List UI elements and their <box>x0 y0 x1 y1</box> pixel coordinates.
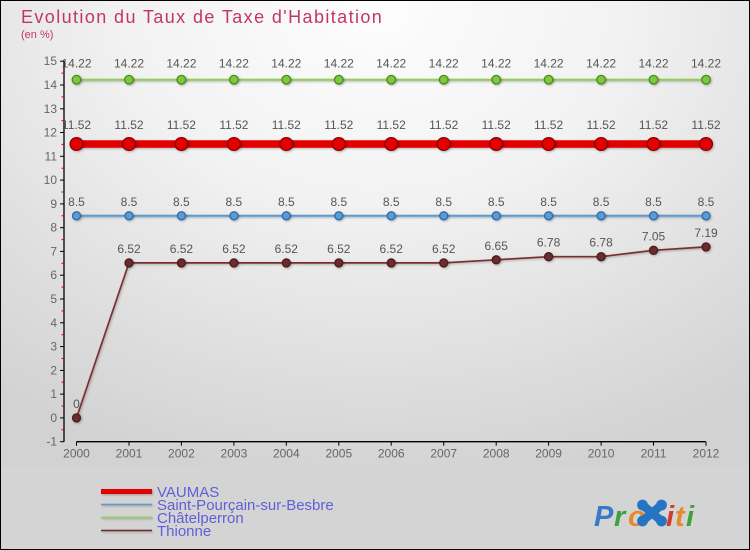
svg-text:6: 6 <box>50 268 57 282</box>
svg-text:6.52: 6.52 <box>327 242 351 256</box>
svg-text:14.22: 14.22 <box>166 57 196 71</box>
svg-text:14: 14 <box>44 78 58 92</box>
svg-text:14.22: 14.22 <box>481 57 511 71</box>
svg-text:2004: 2004 <box>273 447 300 461</box>
svg-text:2001: 2001 <box>116 447 143 461</box>
svg-text:8.5: 8.5 <box>383 195 400 209</box>
svg-text:6.52: 6.52 <box>170 242 194 256</box>
svg-text:8.5: 8.5 <box>645 195 662 209</box>
svg-text:7: 7 <box>50 244 57 258</box>
svg-text:11.52: 11.52 <box>482 118 511 132</box>
svg-text:2000: 2000 <box>63 447 90 461</box>
svg-text:6.65: 6.65 <box>485 239 509 253</box>
svg-text:1: 1 <box>50 387 57 401</box>
svg-text:6.78: 6.78 <box>589 236 613 250</box>
svg-text:2005: 2005 <box>325 447 352 461</box>
svg-text:2008: 2008 <box>483 447 510 461</box>
svg-text:8.5: 8.5 <box>68 195 85 209</box>
svg-text:11.52: 11.52 <box>534 118 563 132</box>
svg-text:2010: 2010 <box>588 447 615 461</box>
svg-text:9: 9 <box>50 197 57 211</box>
svg-text:14.22: 14.22 <box>324 57 354 71</box>
svg-text:11.52: 11.52 <box>587 118 616 132</box>
svg-text:8.5: 8.5 <box>330 195 347 209</box>
svg-text:8.5: 8.5 <box>435 195 452 209</box>
svg-text:8.5: 8.5 <box>226 195 243 209</box>
svg-text:0: 0 <box>50 411 57 425</box>
svg-text:8.5: 8.5 <box>121 195 138 209</box>
svg-text:8.5: 8.5 <box>698 195 715 209</box>
svg-text:11.52: 11.52 <box>114 118 143 132</box>
svg-text:14.22: 14.22 <box>376 57 406 71</box>
svg-text:2003: 2003 <box>221 447 248 461</box>
svg-text:13: 13 <box>44 102 58 116</box>
svg-text:7.19: 7.19 <box>694 226 718 240</box>
svg-text:2011: 2011 <box>641 447 667 461</box>
svg-text:11.52: 11.52 <box>324 118 353 132</box>
svg-text:2002: 2002 <box>168 447 195 461</box>
svg-text:11.52: 11.52 <box>377 118 406 132</box>
svg-text:6.52: 6.52 <box>275 242 299 256</box>
svg-text:11.52: 11.52 <box>691 118 720 132</box>
svg-text:8.5: 8.5 <box>488 195 505 209</box>
svg-text:6.78: 6.78 <box>537 236 561 250</box>
svg-text:11.52: 11.52 <box>429 118 458 132</box>
svg-text:6.52: 6.52 <box>380 242 404 256</box>
svg-text:8.5: 8.5 <box>593 195 610 209</box>
svg-text:7.05: 7.05 <box>642 229 666 243</box>
svg-text:14.22: 14.22 <box>638 57 668 71</box>
svg-text:8: 8 <box>50 221 57 235</box>
svg-text:6.52: 6.52 <box>222 242 246 256</box>
svg-text:0: 0 <box>73 397 80 411</box>
svg-text:2012: 2012 <box>693 447 720 461</box>
svg-text:14.22: 14.22 <box>691 57 721 71</box>
svg-text:-1: -1 <box>46 435 57 449</box>
svg-text:14.22: 14.22 <box>429 57 459 71</box>
svg-text:6.52: 6.52 <box>432 242 456 256</box>
svg-text:11.52: 11.52 <box>62 118 91 132</box>
svg-text:2006: 2006 <box>378 447 405 461</box>
svg-text:2: 2 <box>50 363 57 377</box>
svg-text:14.22: 14.22 <box>534 57 564 71</box>
svg-text:11.52: 11.52 <box>219 118 248 132</box>
svg-text:11.52: 11.52 <box>167 118 196 132</box>
svg-text:8.5: 8.5 <box>173 195 190 209</box>
svg-text:14.22: 14.22 <box>586 57 616 71</box>
svg-text:8.5: 8.5 <box>278 195 295 209</box>
svg-text:12: 12 <box>44 126 58 140</box>
svg-text:15: 15 <box>44 54 58 68</box>
svg-text:2007: 2007 <box>430 447 457 461</box>
svg-text:10: 10 <box>44 173 58 187</box>
svg-text:5: 5 <box>50 292 57 306</box>
svg-text:8.5: 8.5 <box>540 195 557 209</box>
svg-text:4: 4 <box>50 316 57 330</box>
svg-text:2009: 2009 <box>535 447 562 461</box>
svg-text:11: 11 <box>45 149 58 163</box>
svg-text:11.52: 11.52 <box>272 118 301 132</box>
svg-text:14.22: 14.22 <box>61 57 91 71</box>
svg-text:14.22: 14.22 <box>271 57 301 71</box>
svg-text:6.52: 6.52 <box>117 242 141 256</box>
svg-text:14.22: 14.22 <box>114 57 144 71</box>
svg-text:11.52: 11.52 <box>639 118 668 132</box>
svg-text:14.22: 14.22 <box>219 57 249 71</box>
svg-text:3: 3 <box>50 340 57 354</box>
